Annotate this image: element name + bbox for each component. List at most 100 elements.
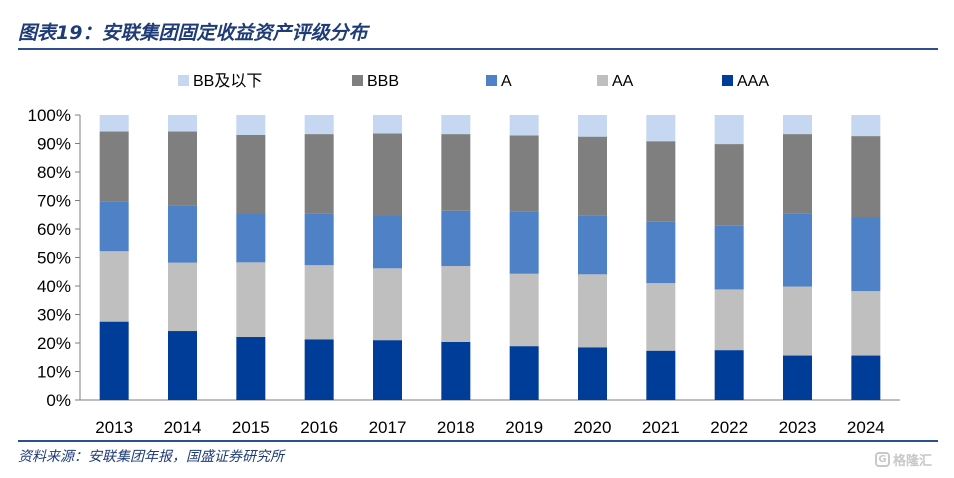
watermark-text: 格隆汇 xyxy=(892,454,932,469)
bar-segment-A-2020 xyxy=(578,215,607,275)
bar-segment-AA-2013 xyxy=(99,251,129,322)
y-tick-label: 100% xyxy=(28,106,71,125)
legend-swatch-AAA xyxy=(722,75,733,86)
bar-segment-AAA-2017 xyxy=(373,340,402,400)
x-tick-label: 2015 xyxy=(232,418,270,437)
bar-segment-AA-2021 xyxy=(646,283,676,351)
bar-segment-AAA-2016 xyxy=(304,339,334,400)
bar-segment-A-2016 xyxy=(304,213,334,266)
bar-segment-AA-2017 xyxy=(373,268,402,341)
y-tick-label: 80% xyxy=(37,163,71,182)
source-bar: 资料来源：安联集团年报，国盛证券研究所 G 格隆汇 xyxy=(18,440,938,478)
bar-segment-AA-2024 xyxy=(851,291,881,356)
y-tick-label: 40% xyxy=(37,277,71,296)
legend-swatch-BB及以下 xyxy=(178,75,189,86)
bar-segment-AAA-2018 xyxy=(441,341,471,400)
y-tick-label: 20% xyxy=(37,334,71,353)
bar-segment-BB及以下-2024 xyxy=(851,115,881,137)
legend-label: BBB xyxy=(367,73,399,90)
bar-segment-BB及以下-2017 xyxy=(373,115,402,134)
x-tick-label: 2021 xyxy=(642,418,680,437)
bar-segment-AAA-2014 xyxy=(168,331,197,400)
bar-segment-BBB-2013 xyxy=(99,131,129,202)
x-tick-label: 2019 xyxy=(505,418,543,437)
bar-segment-BBB-2021 xyxy=(646,141,676,222)
chart-title: 图表19：安联集团固定收益资产评级分布 xyxy=(18,22,368,44)
bar-segment-AAA-2020 xyxy=(578,347,607,400)
bar-segment-AA-2019 xyxy=(509,273,539,347)
bar-segment-A-2023 xyxy=(783,213,812,287)
source-note: 资料来源：安联集团年报，国盛证券研究所 xyxy=(18,449,284,465)
bar-segment-AAA-2021 xyxy=(646,350,676,400)
bar-segment-A-2013 xyxy=(99,201,129,252)
bar-segment-AA-2016 xyxy=(304,265,334,340)
x-tick-label: 2016 xyxy=(300,418,338,437)
y-tick-label: 60% xyxy=(37,220,71,239)
bar-segment-BB及以下-2013 xyxy=(99,115,129,132)
bar-segment-A-2019 xyxy=(509,211,539,274)
bar-segment-A-2015 xyxy=(236,213,266,263)
legend-swatch-BBB xyxy=(352,75,363,86)
bar-segment-BBB-2017 xyxy=(373,133,402,216)
legend-label: BB及以下 xyxy=(193,73,262,90)
bar-segment-BB及以下-2020 xyxy=(578,115,607,137)
y-tick-label: 0% xyxy=(46,391,71,410)
x-tick-label: 2017 xyxy=(369,418,407,437)
bar-segment-BB及以下-2016 xyxy=(304,115,334,135)
stacked-bar-chart: 0% 10% 20% 30% 40% 50% 60% 70% 80% 90% 100% 2013 201… xyxy=(28,73,900,437)
bar-segment-AAA-2013 xyxy=(99,321,129,400)
x-tick-label: 2020 xyxy=(574,418,612,437)
bar-segment-BBB-2023 xyxy=(783,134,812,214)
y-tick-label: 10% xyxy=(37,363,71,382)
bar-segment-BBB-2018 xyxy=(441,134,471,211)
bar-segment-A-2024 xyxy=(851,217,881,292)
x-tick-label: 2022 xyxy=(710,418,748,437)
legend-label: AA xyxy=(612,73,634,90)
bar-segment-AA-2014 xyxy=(168,262,197,332)
x-tick-label: 2023 xyxy=(779,418,817,437)
legend-label: AAA xyxy=(737,73,769,90)
bar-segment-A-2017 xyxy=(373,215,402,269)
bar-segment-BB及以下-2018 xyxy=(441,115,471,135)
bar-segment-BB及以下-2014 xyxy=(168,115,197,132)
bar-segment-BBB-2016 xyxy=(304,134,334,214)
legend-label: A xyxy=(501,73,512,90)
bar-segment-BBB-2022 xyxy=(714,144,744,226)
bar-segment-AAA-2019 xyxy=(509,346,539,400)
bar-segment-AAA-2024 xyxy=(851,355,881,400)
x-tick-label: 2013 xyxy=(95,418,133,437)
chart-area: 0% 10% 20% 30% 40% 50% 60% 70% 80% 90% 100% 2013 201… xyxy=(0,52,954,442)
bar-segment-AAA-2023 xyxy=(783,355,812,400)
bar-segment-BB及以下-2023 xyxy=(783,115,812,135)
bar-segment-BB及以下-2021 xyxy=(646,115,676,142)
bar-segment-A-2018 xyxy=(441,210,471,267)
x-tick-label: 2014 xyxy=(164,418,202,437)
bar-segment-BBB-2019 xyxy=(509,135,539,212)
bar-segment-AA-2015 xyxy=(236,262,266,338)
bar-segment-AAA-2022 xyxy=(714,350,744,400)
title-bar: 图表19：安联集团固定收益资产评级分布 xyxy=(18,12,938,50)
bar-segment-AA-2018 xyxy=(441,266,471,342)
bar-segment-BBB-2020 xyxy=(578,136,607,216)
logo-icon: G xyxy=(874,452,890,467)
legend-swatch-A xyxy=(486,75,497,86)
bar-segment-BB及以下-2019 xyxy=(509,115,539,136)
bar-segment-A-2022 xyxy=(714,225,744,290)
bar-segment-AA-2023 xyxy=(783,286,812,356)
bar-segment-BBB-2024 xyxy=(851,136,881,218)
bar-segment-AAA-2015 xyxy=(236,337,266,400)
bar-segment-AA-2022 xyxy=(714,289,744,351)
legend-swatch-AA xyxy=(597,75,608,86)
y-tick-label: 50% xyxy=(37,249,71,268)
watermark-logo: G 格隆汇 xyxy=(874,450,932,469)
bar-segment-AA-2020 xyxy=(578,274,607,348)
x-tick-label: 2018 xyxy=(437,418,475,437)
y-tick-label: 30% xyxy=(37,306,71,325)
bar-segment-A-2014 xyxy=(168,205,197,263)
bar-segment-BBB-2015 xyxy=(236,134,266,214)
bar-segment-BB及以下-2022 xyxy=(714,115,744,145)
y-tick-label: 70% xyxy=(37,192,71,211)
y-tick-label: 90% xyxy=(37,135,71,154)
bar-segment-A-2021 xyxy=(646,221,676,284)
bar-segment-BB及以下-2015 xyxy=(236,115,266,135)
